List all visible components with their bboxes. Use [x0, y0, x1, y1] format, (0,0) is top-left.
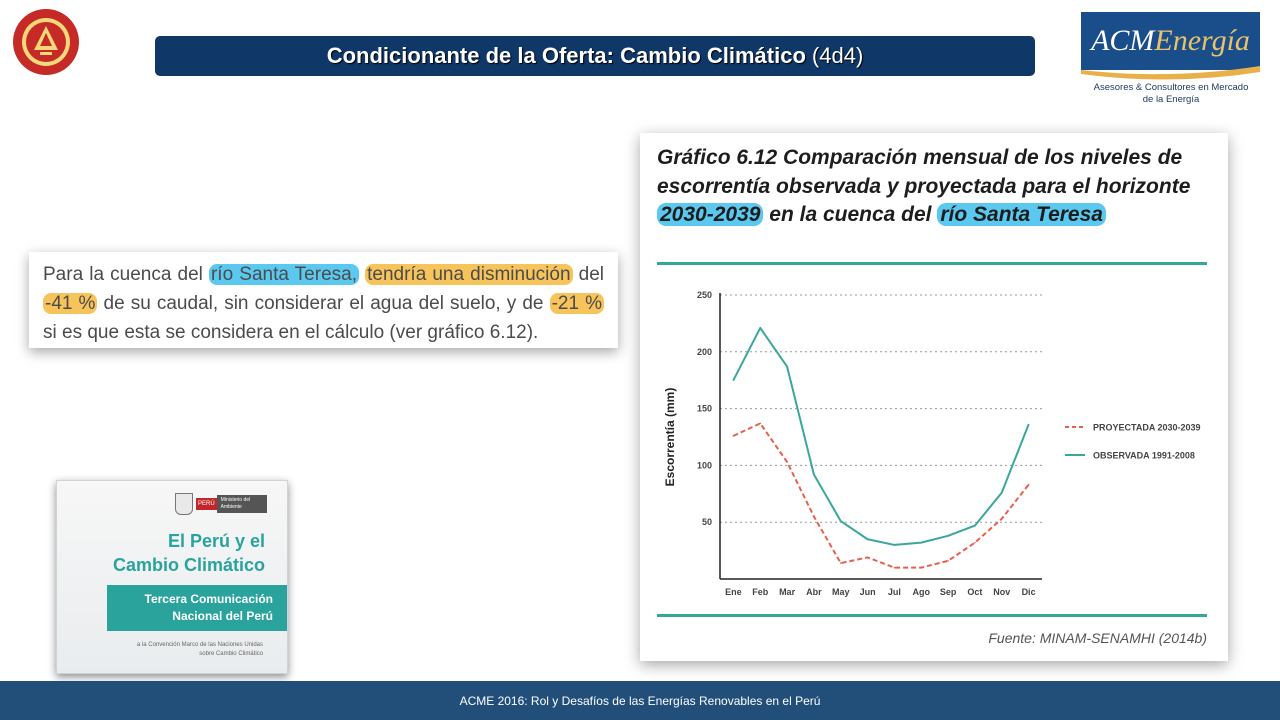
quote-text: Para la cuenca del río Santa Teresa, ten…: [43, 264, 604, 343]
data-point: [866, 538, 869, 541]
chart-bottom-rule: [657, 614, 1207, 617]
series-line-1: [732, 422, 1030, 569]
data-point: [839, 520, 842, 522]
y-tick-label: 50: [702, 517, 712, 527]
data-point: [1000, 517, 1003, 520]
x-tick-label: Jul: [888, 587, 901, 597]
data-point: [732, 379, 735, 381]
y-tick-label: 150: [697, 404, 712, 414]
ministry-logo: PERÚ Ministerio del Ambiente: [175, 493, 267, 515]
slide-title: Condicionante de la Oferta: Cambio Climá…: [326, 43, 806, 68]
x-tick-label: May: [832, 587, 850, 597]
data-point: [893, 544, 896, 546]
highlight-horizon: 2030-2039: [657, 203, 764, 226]
data-point: [813, 473, 815, 476]
acm-energia-logo: ACMEnergía Asesores & Consultores en Mer…: [1081, 12, 1261, 112]
x-tick-label: Oct: [967, 587, 982, 597]
acm-tagline: Asesores & Consultores en Mercado de la …: [1093, 82, 1249, 105]
chart-title: Gráfico 6.12 Comparación mensual de los …: [657, 146, 1191, 226]
data-point: [866, 556, 869, 559]
cover-subtitle-band: Tercera Comunicación Nacional del Perú: [107, 585, 287, 631]
highlight-decrease: tendría una disminución: [365, 264, 573, 285]
x-tick-label: Nov: [993, 587, 1010, 597]
y-tick-label: 250: [697, 290, 712, 300]
data-point: [893, 566, 896, 569]
logo-swoosh-icon: [1081, 66, 1260, 80]
y-tick-label: 100: [697, 460, 712, 470]
x-tick-label: Feb: [752, 587, 769, 597]
data-point: [786, 365, 788, 368]
x-tick-label: Mar: [779, 587, 796, 597]
x-tick-label: Sep: [940, 587, 957, 597]
cover-small-text: a la Convención Marco de las Naciones Un…: [136, 642, 263, 657]
highlight-river: río Santa Teresa,: [208, 264, 359, 285]
highlight-41: -41 %: [43, 293, 98, 314]
y-tick-label: 200: [697, 347, 712, 357]
legend-label: OBSERVADA 1991-2008: [1093, 451, 1195, 461]
data-point: [839, 562, 842, 564]
x-tick-label: Ene: [725, 587, 742, 597]
data-point: [732, 435, 735, 437]
data-point: [786, 461, 788, 463]
data-point: [1027, 423, 1030, 426]
slide-title-suffix: (4d4): [811, 43, 864, 68]
cover-title: El Perú y el Cambio Climático: [112, 531, 265, 575]
highlight-chart-river: río Santa Teresa: [937, 203, 1106, 226]
data-point: [947, 535, 949, 537]
y-axis-label: Escorrentía (mm): [663, 388, 677, 487]
runoff-line-chart: 50 100 150 200 250 Ene Feb Mar Abr May Jun Jul Ago Se…: [663, 290, 1201, 597]
chart-top-rule: [657, 262, 1207, 265]
chart-card: Gráfico 6.12 Comparación mensual de los …: [640, 133, 1228, 661]
data-point: [920, 566, 923, 569]
data-point: [813, 515, 815, 518]
slide-title-bar: Condicionante de la Oferta: Cambio Climá…: [155, 36, 1035, 76]
data-point: [1000, 491, 1003, 494]
x-tick-label: Ago: [913, 587, 931, 597]
data-point: [974, 541, 976, 544]
series-line-2: [732, 326, 1030, 546]
chart-source: Fuente: MINAM-SENAMHI (2014b): [988, 630, 1207, 646]
data-point: [947, 560, 949, 562]
data-point: [920, 541, 923, 544]
highlight-21: -21 %: [549, 293, 604, 314]
colegio-ingenieros-seal: [13, 9, 79, 75]
data-point: [759, 422, 762, 425]
quote-box: Para la cuenca del río Santa Teresa, ten…: [29, 252, 618, 348]
data-point: [1027, 483, 1030, 486]
data-point: [974, 524, 976, 527]
legend-label: PROYECTADA 2030-2039: [1093, 423, 1201, 433]
data-point: [759, 327, 762, 329]
acm-logo-box: ACMEnergía: [1081, 12, 1260, 70]
acm-logo-text: ACMEnergía: [1091, 24, 1250, 57]
footer-text: ACME 2016: Rol y Desafíos de las Energía…: [459, 693, 821, 708]
report-cover-image: PERÚ Ministerio del Ambiente El Perú y e…: [56, 480, 288, 674]
peru-shield-icon: [175, 493, 193, 515]
footer-bar: ACME 2016: Rol y Desafíos de las Energía…: [0, 681, 1280, 720]
x-tick-label: Dic: [1022, 587, 1036, 597]
x-tick-label: Jun: [860, 587, 876, 597]
x-tick-label: Abr: [806, 587, 822, 597]
